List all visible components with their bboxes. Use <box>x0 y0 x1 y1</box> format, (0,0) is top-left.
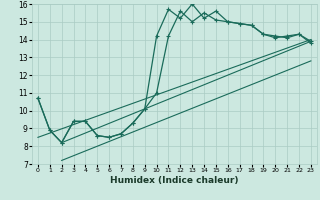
X-axis label: Humidex (Indice chaleur): Humidex (Indice chaleur) <box>110 176 239 185</box>
